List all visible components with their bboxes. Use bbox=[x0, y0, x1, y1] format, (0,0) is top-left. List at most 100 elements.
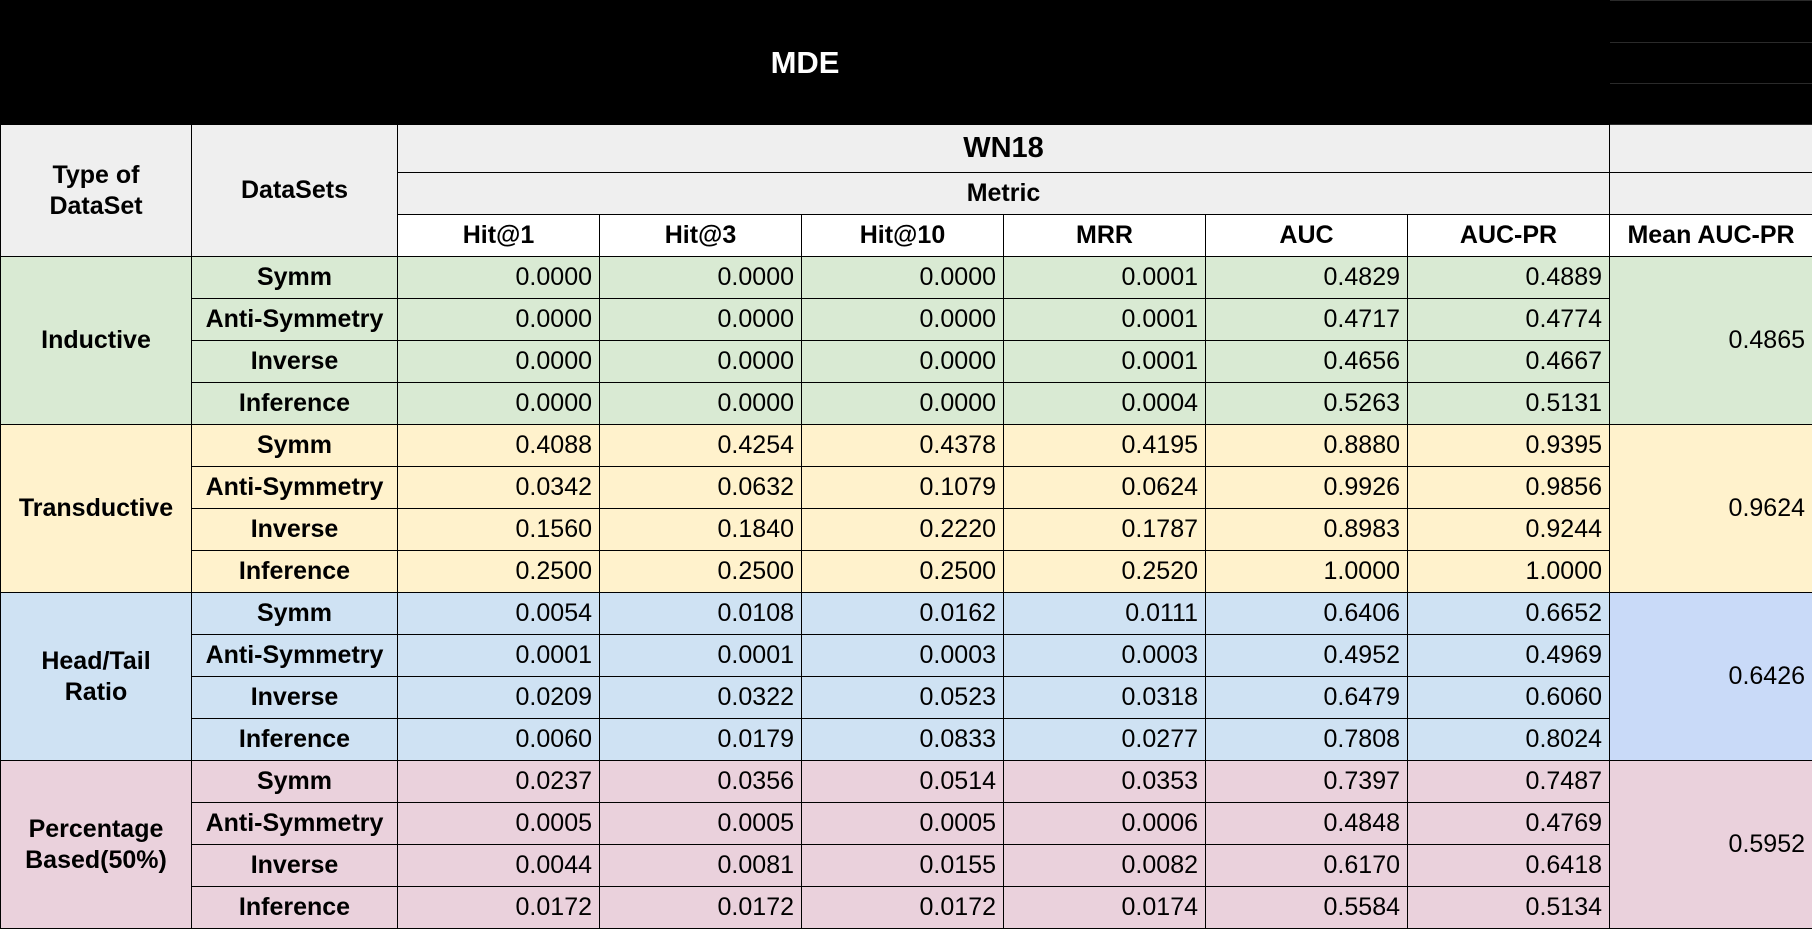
metric-value-cell: 0.0000 bbox=[801, 382, 1004, 425]
table-row: Anti-Symmetry 0.0001 0.0001 0.0003 0.0003 0.4… bbox=[1, 634, 1812, 677]
table-row: Inverse 0.1560 0.1840 0.2220 0.1787 0.8983 0.9… bbox=[1, 508, 1812, 551]
dataset-label: Anti-Symmetry bbox=[191, 298, 398, 341]
metric-value-cell: 0.0155 bbox=[801, 844, 1004, 887]
metric-value-cell: 0.0000 bbox=[801, 340, 1004, 383]
metric-value-cell: 0.0081 bbox=[599, 844, 802, 887]
column-header: Hit@10 bbox=[801, 214, 1004, 257]
metric-value-cell: 0.0060 bbox=[397, 718, 600, 761]
column-header: Hit@3 bbox=[599, 214, 802, 257]
metric-value-cell: 0.0523 bbox=[801, 676, 1004, 719]
metric-value-cell: 0.9926 bbox=[1205, 466, 1408, 509]
dataset-label: Inverse bbox=[191, 676, 398, 719]
metric-value-cell: 0.0000 bbox=[801, 256, 1004, 299]
mean-auc-pr-value: 0.9624 bbox=[1609, 424, 1812, 593]
table-row: Head/Tail Ratio Symm 0.0054 0.0108 0.0162 0.0… bbox=[0, 592, 1812, 761]
metric-value-cell: 0.4378 bbox=[801, 424, 1004, 467]
metric-value-cell: 0.5134 bbox=[1406, 886, 1611, 929]
metric-value-cell: 0.0172 bbox=[599, 886, 802, 929]
header-row-dataset: Type of DataSet DataSets WN18 bbox=[0, 124, 1812, 257]
table-row: Inference 0.0172 0.0172 0.0172 0.0174 0.5584 0… bbox=[1, 886, 1812, 929]
metric-value-cell: 0.2500 bbox=[599, 550, 802, 593]
metric-value-cell: 0.1560 bbox=[397, 508, 600, 551]
metric-value-cell: 0.0111 bbox=[1003, 592, 1206, 635]
metric-value-cell: 0.0004 bbox=[1003, 382, 1206, 425]
dataset-label: Inference bbox=[191, 550, 398, 593]
metric-header: Metric bbox=[396, 172, 1611, 215]
metric-value-cell: 0.0000 bbox=[599, 382, 802, 425]
metric-value-cell: 0.0000 bbox=[397, 298, 600, 341]
type-of-dataset-header: Type of DataSet bbox=[0, 124, 192, 257]
table-row: Anti-Symmetry 0.0005 0.0005 0.0005 0.0006 0.4… bbox=[1, 802, 1812, 845]
title-side-cell bbox=[1609, 0, 1812, 43]
metric-value-cell: 0.0054 bbox=[397, 592, 600, 635]
group-label: Transductive bbox=[0, 424, 192, 593]
metric-value-cell: 0.0174 bbox=[1003, 886, 1206, 929]
metric-value-cell: 0.4195 bbox=[1003, 424, 1206, 467]
metric-value-cell: 0.0001 bbox=[1003, 256, 1206, 299]
metric-value-cell: 0.0005 bbox=[397, 802, 600, 845]
metric-value-cell: 0.8983 bbox=[1205, 508, 1408, 551]
table-row: Inverse 0.0044 0.0081 0.0155 0.0082 0.6170 0.6… bbox=[1, 844, 1812, 887]
metric-value-cell: 0.0005 bbox=[599, 802, 802, 845]
metric-value-cell: 0.0000 bbox=[801, 298, 1004, 341]
metric-value-cell: 0.5263 bbox=[1205, 382, 1408, 425]
dataset-label: Inference bbox=[191, 382, 398, 425]
table-row: Inductive Symm 0.0000 0.0000 0.0000 0.0001 0.4… bbox=[0, 256, 1812, 425]
metric-value-cell: 0.7808 bbox=[1205, 718, 1408, 761]
column-header: AUC bbox=[1205, 214, 1408, 257]
group-label: Percentage Based(50%) bbox=[0, 760, 192, 929]
title-row: MDE bbox=[0, 0, 1812, 125]
metric-value-cell: 0.4969 bbox=[1406, 634, 1611, 677]
metric-value-cell: 0.0044 bbox=[397, 844, 600, 887]
mean-column-header: Mean AUC-PR bbox=[1609, 214, 1812, 257]
metric-value-cell: 0.6170 bbox=[1205, 844, 1408, 887]
metric-value-cell: 0.0000 bbox=[397, 256, 600, 299]
metric-value-cell: 0.9244 bbox=[1406, 508, 1611, 551]
metric-value-cell: 0.9856 bbox=[1406, 466, 1611, 509]
metric-value-cell: 0.0172 bbox=[801, 886, 1004, 929]
metric-value-cell: 0.0277 bbox=[1003, 718, 1206, 761]
metric-value-cell: 0.1079 bbox=[801, 466, 1004, 509]
metric-value-cell: 0.0833 bbox=[801, 718, 1004, 761]
metric-value-cell: 0.0353 bbox=[1003, 760, 1206, 803]
metric-value-cell: 0.6479 bbox=[1205, 676, 1408, 719]
metric-value-cell: 0.0318 bbox=[1003, 676, 1206, 719]
table-row: Inference 0.0000 0.0000 0.0000 0.0004 0.5263 0… bbox=[1, 382, 1812, 425]
metric-value-cell: 0.4829 bbox=[1205, 256, 1408, 299]
dataset-label: Inference bbox=[191, 886, 398, 929]
metric-value-cell: 0.0082 bbox=[1003, 844, 1206, 887]
metric-value-cell: 0.2500 bbox=[801, 550, 1004, 593]
column-header: AUC-PR bbox=[1406, 214, 1611, 257]
datasets-header: DataSets bbox=[191, 124, 398, 257]
metric-value-cell: 0.4774 bbox=[1406, 298, 1611, 341]
metric-value-cell: 0.9395 bbox=[1406, 424, 1611, 467]
metric-value-cell: 0.0172 bbox=[397, 886, 600, 929]
metric-value-cell: 0.0000 bbox=[397, 382, 600, 425]
metric-value-cell: 0.1840 bbox=[599, 508, 802, 551]
metric-value-cell: 0.7487 bbox=[1406, 760, 1611, 803]
table-row: Anti-Symmetry 0.0342 0.0632 0.1079 0.0624 0.9… bbox=[1, 466, 1812, 509]
metric-value-cell: 0.0003 bbox=[1003, 634, 1206, 677]
title-side-cell bbox=[1609, 42, 1812, 84]
column-header: MRR bbox=[1003, 214, 1206, 257]
metric-value-cell: 0.6418 bbox=[1406, 844, 1611, 887]
metric-value-cell: 0.4769 bbox=[1406, 802, 1611, 845]
dataset-label: Symm bbox=[191, 256, 398, 299]
metric-value-cell: 0.0322 bbox=[599, 676, 802, 719]
metric-value-cell: 0.7397 bbox=[1205, 760, 1408, 803]
metric-value-cell: 0.4088 bbox=[397, 424, 600, 467]
header-row-metric: Metric bbox=[1, 172, 1812, 215]
group-label: Inductive bbox=[0, 256, 192, 425]
dataset-label: Inverse bbox=[191, 508, 398, 551]
metric-value-cell: 0.0209 bbox=[397, 676, 600, 719]
mean-auc-pr-value: 0.6426 bbox=[1609, 592, 1812, 761]
table-row: Inference 0.0060 0.0179 0.0833 0.0277 0.7808 0… bbox=[1, 718, 1812, 761]
header-row-columns: Hit@1 Hit@3 Hit@10 MRR AUC AUC-PR Mean A… bbox=[1, 214, 1812, 257]
dataset-label: Anti-Symmetry bbox=[191, 634, 398, 677]
mean-auc-pr-value: 0.4865 bbox=[1609, 256, 1812, 425]
metric-value-cell: 0.0624 bbox=[1003, 466, 1206, 509]
metric-value-cell: 0.1787 bbox=[1003, 508, 1206, 551]
mean-header-spacer bbox=[1609, 124, 1812, 173]
